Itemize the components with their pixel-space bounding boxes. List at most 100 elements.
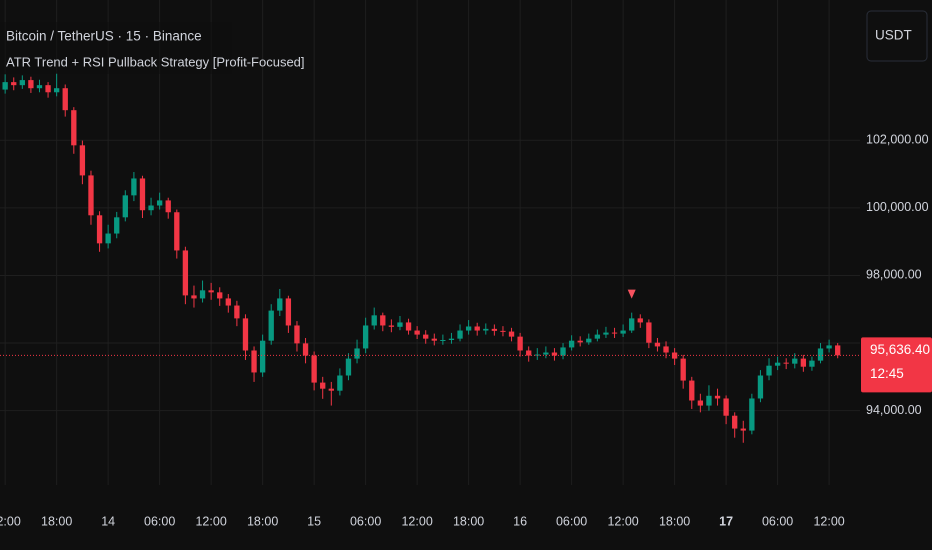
candle-body bbox=[817, 348, 824, 361]
candle-body bbox=[88, 175, 94, 216]
candle-body bbox=[114, 217, 120, 234]
candle-body bbox=[723, 398, 729, 416]
candle-body bbox=[465, 326, 472, 331]
candle-body bbox=[457, 330, 463, 339]
candle-body bbox=[79, 145, 86, 176]
candle-body bbox=[766, 365, 772, 376]
candle-body bbox=[71, 110, 77, 146]
y-tick-label: 98,000.00 bbox=[866, 268, 922, 282]
x-tick-label: 06:00 bbox=[350, 514, 381, 528]
candle-body bbox=[371, 315, 377, 326]
candle-body bbox=[783, 362, 789, 364]
candle-body bbox=[251, 350, 257, 373]
x-tick-label: 18:00 bbox=[453, 514, 484, 528]
x-tick-label: 06:00 bbox=[556, 514, 587, 528]
x-tick-label: 12:00 bbox=[0, 514, 21, 528]
y-tick-label: 100,000.00 bbox=[866, 200, 929, 214]
y-tick-label: 102,000.00 bbox=[866, 133, 929, 147]
candle-body bbox=[397, 322, 403, 327]
candle-body bbox=[500, 330, 506, 332]
x-tick-label: 14 bbox=[101, 514, 115, 528]
candle-body bbox=[268, 310, 274, 341]
candle-body bbox=[740, 428, 746, 431]
candle-body bbox=[560, 347, 566, 356]
candle-body bbox=[380, 315, 386, 326]
candle-body bbox=[182, 250, 189, 296]
x-tick-label: 06:00 bbox=[144, 514, 175, 528]
candle-body bbox=[11, 82, 17, 86]
candle-body bbox=[328, 388, 334, 391]
last-price-box bbox=[861, 337, 932, 393]
candle-body bbox=[294, 325, 300, 344]
candle-body bbox=[285, 298, 292, 326]
candle-body bbox=[689, 380, 695, 401]
x-tick-label: 18:00 bbox=[247, 514, 278, 528]
candle-body bbox=[217, 292, 223, 299]
candle-body bbox=[191, 295, 197, 299]
candle-body bbox=[732, 415, 738, 429]
candle-body bbox=[208, 290, 214, 293]
candle-body bbox=[165, 200, 171, 213]
candle-body bbox=[345, 358, 352, 376]
legend-backdrop bbox=[0, 22, 232, 74]
candle-body bbox=[423, 334, 429, 339]
candle-body bbox=[637, 318, 643, 323]
candle-body bbox=[320, 382, 326, 389]
candle-body bbox=[96, 215, 103, 244]
candle-body bbox=[629, 318, 635, 331]
candle-body bbox=[483, 328, 489, 331]
candle-body bbox=[568, 340, 575, 348]
candle-body bbox=[2, 82, 8, 90]
candle-body bbox=[156, 200, 163, 206]
candle-body bbox=[671, 352, 678, 359]
candle-body bbox=[646, 322, 652, 343]
candle-body bbox=[431, 338, 437, 341]
candle-body bbox=[354, 348, 360, 359]
chart-title: Bitcoin / TetherUS · 15 · Binance bbox=[6, 29, 202, 44]
currency-label[interactable]: USDT bbox=[875, 28, 912, 43]
candle-body bbox=[53, 88, 60, 93]
candle-body bbox=[62, 88, 68, 111]
candle-body bbox=[491, 328, 498, 331]
candle-body bbox=[603, 332, 609, 335]
candle-body bbox=[405, 322, 412, 331]
candle-body bbox=[45, 85, 51, 93]
x-tick-label: 17 bbox=[719, 514, 733, 528]
candle-body bbox=[414, 330, 420, 335]
candle-body bbox=[131, 178, 137, 196]
currency-button[interactable] bbox=[866, 10, 928, 62]
candles bbox=[0, 73, 860, 443]
candle-body bbox=[225, 298, 231, 306]
x-tick-label: 12:00 bbox=[195, 514, 226, 528]
x-tick-label: 18:00 bbox=[659, 514, 690, 528]
candle-body bbox=[577, 340, 583, 343]
candle-body bbox=[311, 355, 317, 383]
candle-body bbox=[526, 350, 532, 356]
candle-body bbox=[19, 80, 25, 86]
candle-body bbox=[792, 358, 798, 364]
candle-body bbox=[234, 305, 240, 319]
candle-body bbox=[663, 346, 669, 353]
candle-body bbox=[800, 358, 807, 367]
candle-body bbox=[543, 352, 549, 355]
candle-body bbox=[448, 338, 455, 341]
candle-body bbox=[36, 85, 43, 89]
x-tick-label: 18:00 bbox=[41, 514, 72, 528]
candle-body bbox=[174, 212, 180, 251]
x-tick-label: 16 bbox=[513, 514, 527, 528]
candle-body bbox=[242, 318, 249, 351]
candle-body bbox=[654, 342, 661, 347]
x-tick-label: 12:00 bbox=[607, 514, 638, 528]
candle-body bbox=[508, 331, 515, 337]
candle-body bbox=[388, 325, 395, 327]
candle-body bbox=[148, 205, 154, 211]
candle-body bbox=[611, 332, 618, 334]
candle-body bbox=[620, 330, 626, 334]
y-tick-label: 94,000.00 bbox=[866, 403, 922, 417]
candle-body bbox=[697, 400, 704, 406]
strategy-name[interactable]: ATR Trend + RSI Pullback Strategy [Profi… bbox=[6, 54, 305, 69]
candle-body bbox=[586, 338, 592, 343]
candle-body bbox=[835, 345, 841, 356]
candle-body bbox=[680, 358, 686, 381]
